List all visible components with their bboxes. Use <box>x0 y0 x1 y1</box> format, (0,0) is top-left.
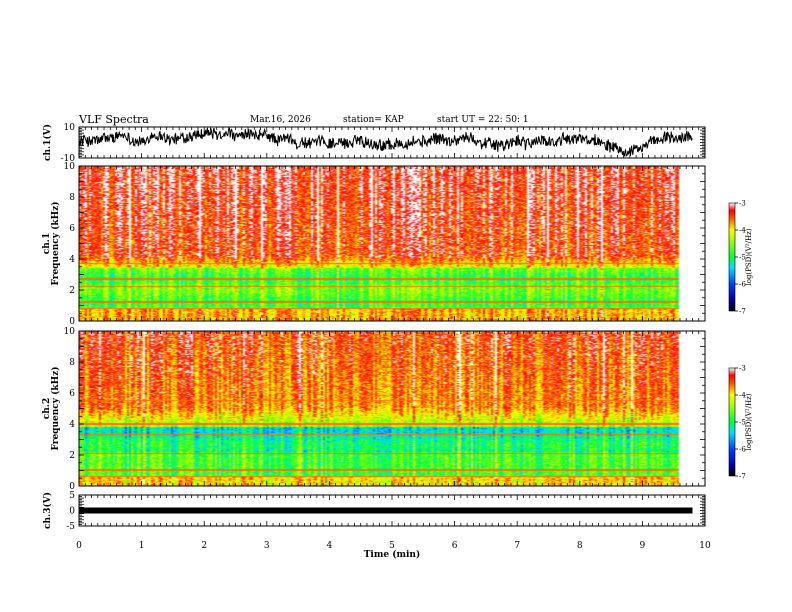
y-tick-label: 6 <box>69 389 75 399</box>
chart-title: VLF Spectra <box>79 113 149 126</box>
y-axis-label: Frequency (kHz) <box>50 366 61 450</box>
x-tick-label: 9 <box>640 541 646 551</box>
y-tick-label: 0 <box>69 482 75 492</box>
colorbar-tick-label: -5 <box>739 254 746 262</box>
colorbar-tick-label: -3 <box>739 365 746 373</box>
y-axis-channel-label: ch.1 <box>42 233 52 254</box>
ch3-waveform-band <box>79 507 693 514</box>
x-tick-label: 3 <box>264 541 270 551</box>
y-tick-label: 4 <box>69 420 75 430</box>
colorbar-tick-label: -4 <box>739 227 746 235</box>
y-tick-label: 0 <box>69 507 75 517</box>
x-tick-label: 7 <box>514 541 520 551</box>
colorbar-tick-label: -4 <box>739 392 746 400</box>
y-axis-label: Frequency (kHz) <box>50 201 61 285</box>
y-axis-label: ch.1(V) <box>42 124 53 161</box>
ch1-waveform-line <box>78 126 693 157</box>
colorbar-tick-label: -7 <box>739 308 746 316</box>
y-tick-label: 5 <box>69 491 75 501</box>
x-tick-label: 8 <box>577 541 583 551</box>
y-tick-label: 6 <box>69 224 75 234</box>
y-tick-label: 4 <box>69 255 75 265</box>
y-tick-label: 2 <box>69 451 75 461</box>
x-tick-label: 0 <box>76 541 82 551</box>
start-ut-label: start UT = 22: 50: 1 <box>437 115 529 125</box>
ch2-colorbar <box>728 367 736 477</box>
colorbar-tick-label: -7 <box>739 473 746 481</box>
station-label: station= KAP <box>343 115 404 125</box>
y-axis-channel-label: ch.2 <box>42 398 52 419</box>
y-tick-label: 0 <box>69 317 75 327</box>
x-tick-label: 1 <box>139 541 145 551</box>
x-axis-label: Time (min) <box>364 549 421 560</box>
x-tick-label: 4 <box>327 541 333 551</box>
colorbar-tick-label: -6 <box>739 281 746 289</box>
colorbar-tick-label: -3 <box>739 200 746 208</box>
x-tick-label: 6 <box>452 541 458 551</box>
y-axis-label: ch.3(V) <box>42 492 53 529</box>
y-tick-label: 2 <box>69 286 75 296</box>
ch1-spectrogram-image <box>79 166 691 321</box>
date-label: Mar.16, 2026 <box>250 115 311 125</box>
ch2-spectrogram-image <box>79 331 691 486</box>
y-tick-label: 10 <box>64 327 76 337</box>
colorbar-tick-label: -6 <box>739 446 746 454</box>
y-tick-label: 8 <box>69 193 75 203</box>
x-tick-label: 5 <box>389 541 395 551</box>
colorbar-labels: -3 -4 -5 -6 -7 log(PSD)(V²/Hz) -3 -4 -5 -6 -7 log(P… <box>739 200 753 481</box>
x-tick-label: 2 <box>201 541 207 551</box>
colorbar-label: log(PSD)(V²/Hz) <box>745 393 753 450</box>
axis-ticks <box>78 126 738 527</box>
y-tick-label: 8 <box>69 358 75 368</box>
y-tick-label: -5 <box>66 522 75 532</box>
y-tick-label: 10 <box>64 162 76 172</box>
y-tick-label: -10 <box>61 154 76 164</box>
ch1-colorbar <box>728 202 736 312</box>
y-tick-label: 10 <box>64 123 76 133</box>
x-tick-label: 10 <box>699 541 711 551</box>
colorbar-tick-label: -5 <box>739 419 746 427</box>
colorbar-label: log(PSD)(V²/Hz) <box>745 228 753 285</box>
